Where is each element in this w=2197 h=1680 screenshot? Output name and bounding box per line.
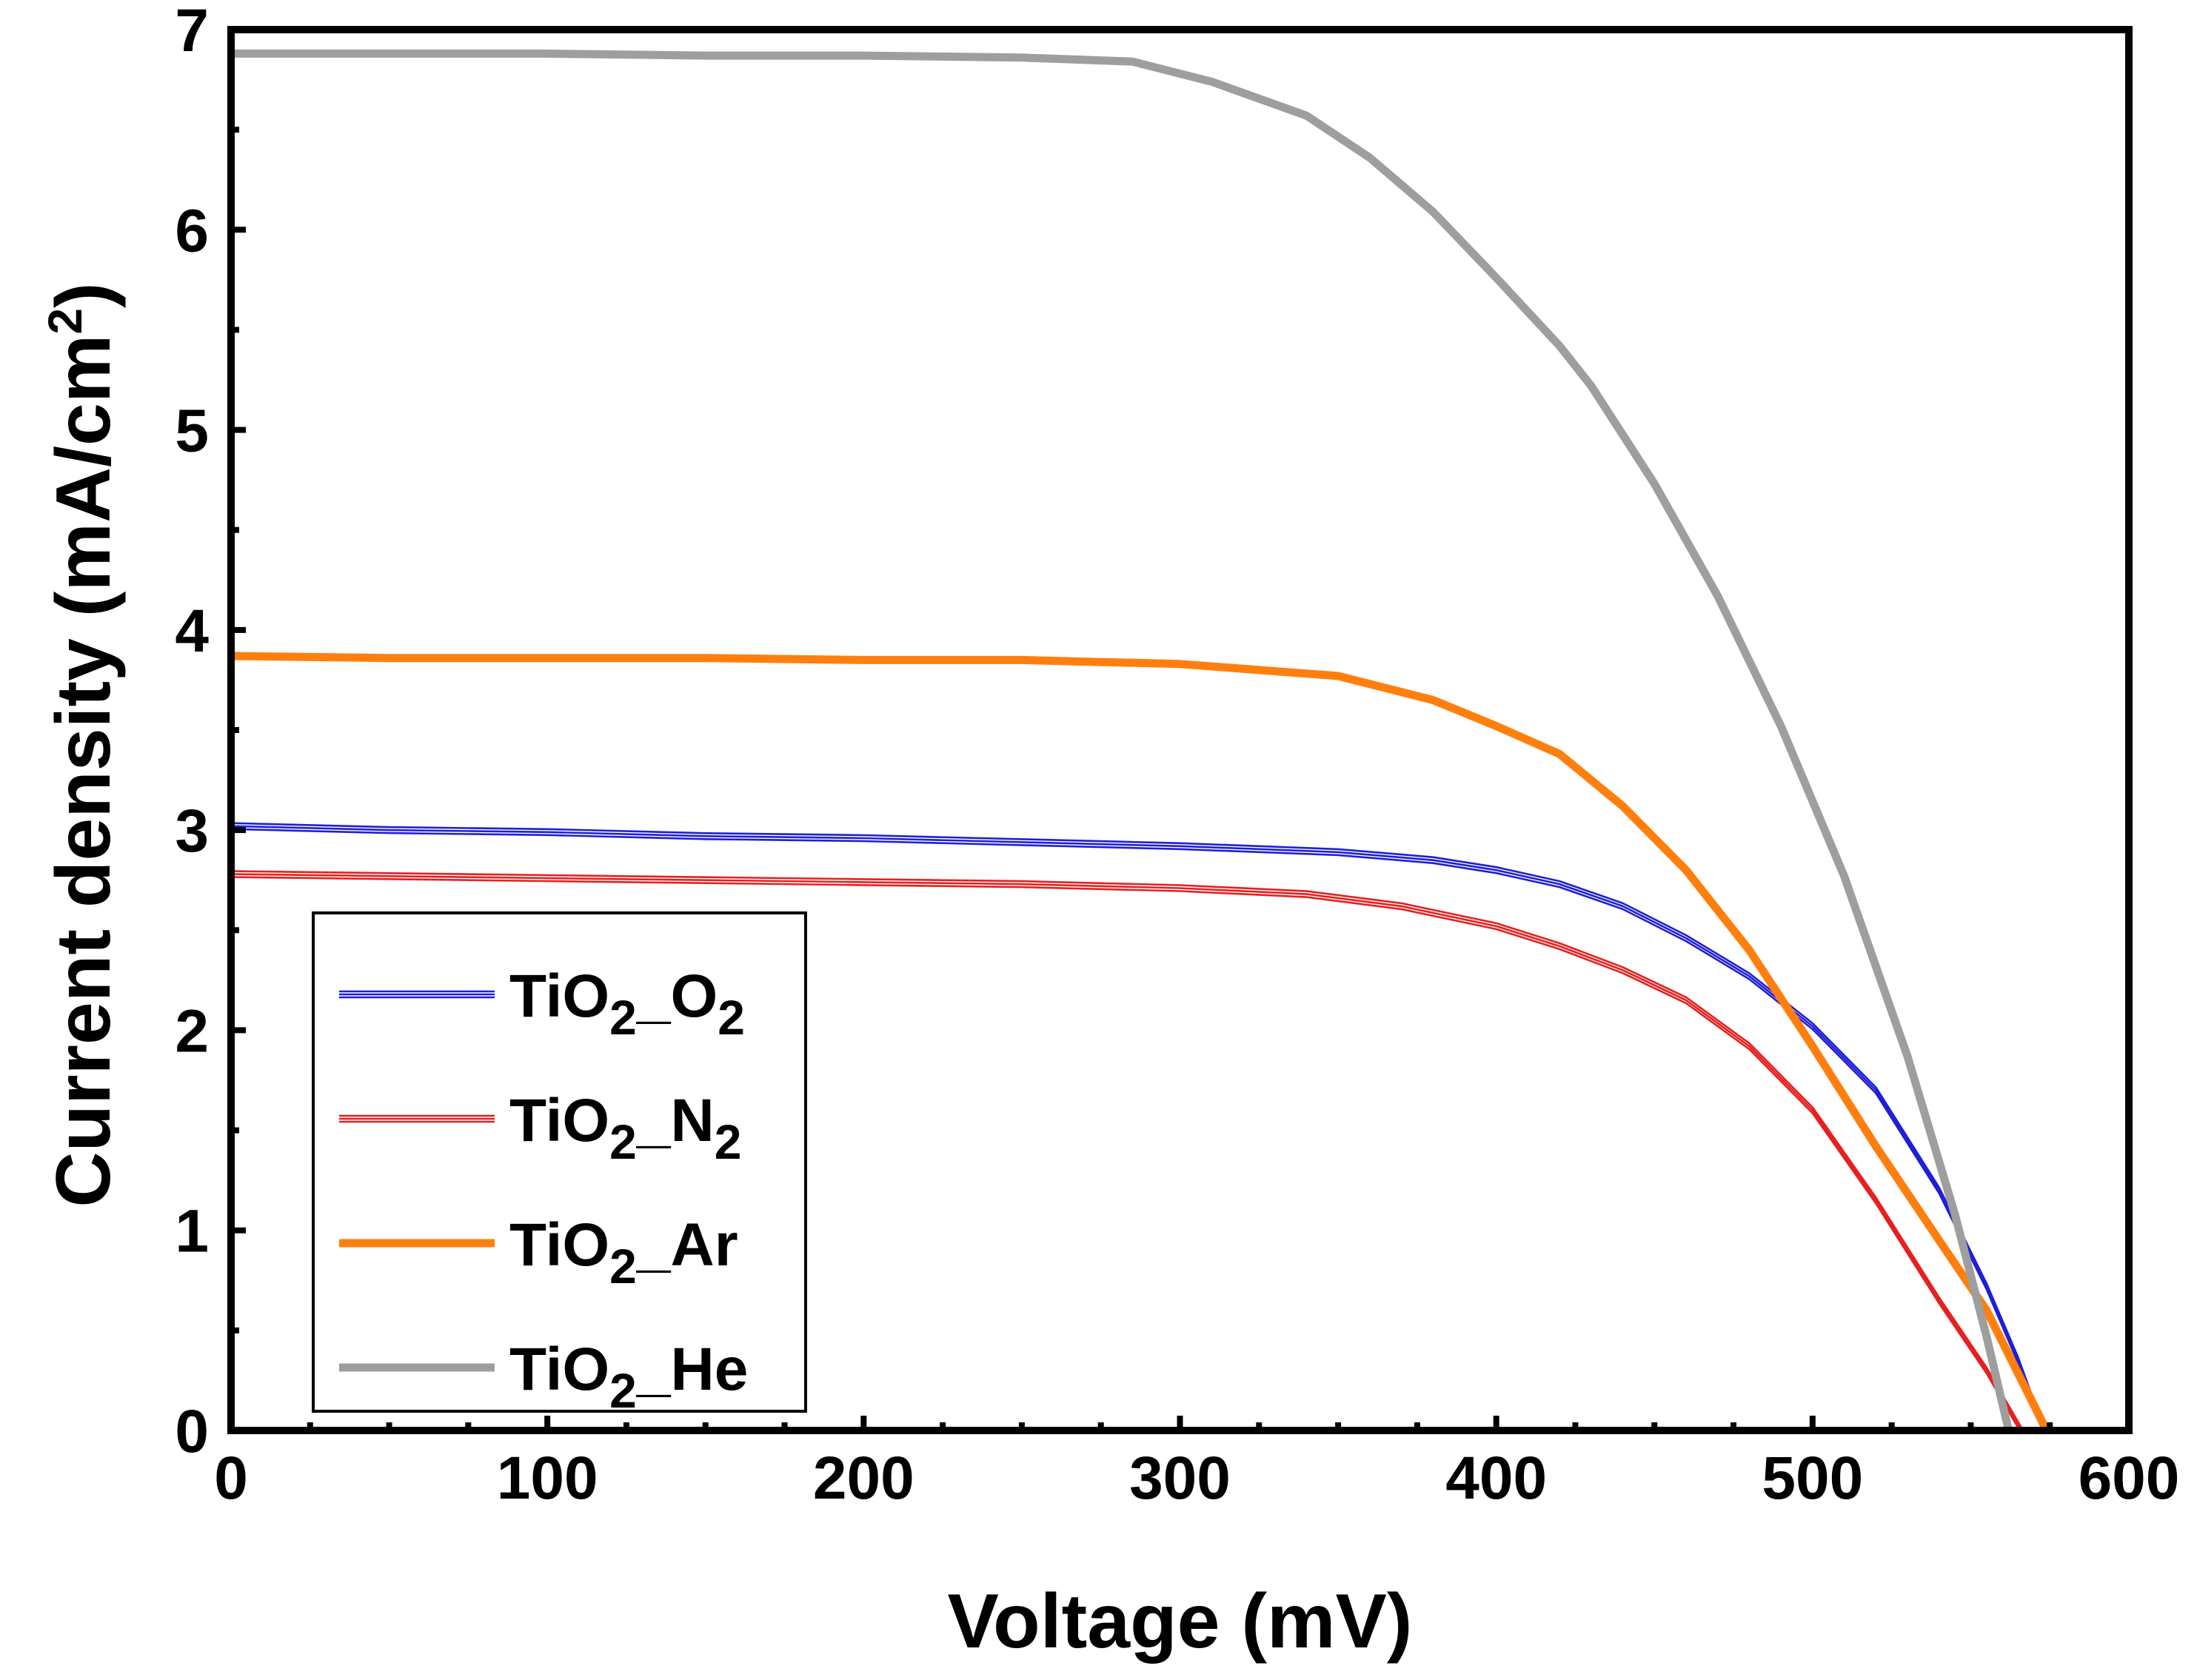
legend-label: TiO2_N2: [509, 1087, 741, 1169]
legend-item-tio2-o2: TiO2_O2: [339, 963, 745, 1045]
y-axis-title-close: ): [41, 282, 127, 308]
legend-item-tio2-n2: TiO2_N2: [339, 1087, 741, 1169]
x-tick-label: 400: [1445, 1445, 1547, 1512]
series-line-tio2-ar: [230, 652, 2050, 1433]
x-tick-label: 100: [497, 1445, 598, 1512]
legend-label-part: TiO: [509, 1087, 609, 1154]
y-tick-label: 1: [175, 1198, 209, 1265]
y-tick-label: 6: [175, 197, 209, 264]
series-line-tio2-he: [231, 49, 2013, 1432]
legend-label: TiO2_He: [509, 1336, 748, 1418]
y-tick-label: 2: [175, 997, 209, 1065]
legend-item-tio2-ar: TiO2_Ar: [339, 1211, 738, 1294]
series-line-tio2-o2-strand-0: [230, 822, 2044, 1428]
legend-item-tio2-he: TiO2_He: [339, 1336, 748, 1418]
x-tick-label: 600: [2079, 1445, 2180, 1512]
x-tick-label: 200: [813, 1445, 914, 1512]
legend-label-subscript: 2: [609, 1363, 637, 1418]
legend-label-part: _Ar: [636, 1211, 738, 1279]
legend-label-part: TiO: [509, 963, 609, 1030]
legend-label-subscript: 2: [718, 990, 745, 1045]
y-tick-label: 4: [175, 598, 209, 665]
legend-label-part: _N: [636, 1087, 715, 1154]
x-axis-title: Voltage (mV): [948, 1579, 1413, 1664]
x-tick-label: 300: [1129, 1445, 1231, 1512]
y-tick-label: 7: [175, 0, 209, 64]
legend-label-part: _He: [636, 1336, 748, 1403]
ticks-layer: 0 100 200 300 400 500 600 0 1 2 3 4 5 6 7: [175, 0, 2179, 1512]
y-axis-title-main: Current density (mA/cm: [41, 335, 127, 1208]
y-tick-label: 3: [175, 797, 209, 865]
series-line-tio2-n2-strand-1: [230, 873, 2022, 1431]
y-axis-title: Current density (mA/cm2): [39, 282, 127, 1207]
series-line-tio2-o2-strand-2: [230, 828, 2044, 1434]
legend-label: TiO2_Ar: [509, 1211, 738, 1294]
series-line-tio2-o2-strand-1: [230, 825, 2044, 1431]
x-tick-label: 0: [214, 1445, 248, 1512]
legend-label-subscript: 2: [609, 990, 637, 1045]
legend-box: [312, 911, 807, 1413]
series-line-tio2-n2-strand-0: [230, 870, 2022, 1428]
legend-label: TiO2_O2: [509, 963, 745, 1045]
legend-label-part: TiO: [509, 1211, 609, 1279]
y-tick-label: 0: [175, 1398, 209, 1465]
legend-label-part: _O: [636, 963, 718, 1030]
legend-label-subscript: 2: [715, 1114, 742, 1169]
y-axis-title-superscript: 2: [39, 308, 92, 335]
legend-label-subscript: 2: [609, 1114, 637, 1169]
series-layer: [230, 49, 2050, 1434]
x-tick-label: 500: [1762, 1445, 1863, 1512]
series-line-tio2-n2-strand-2: [230, 876, 2022, 1434]
y-tick-label: 5: [175, 398, 209, 465]
legend-label-part: TiO: [509, 1336, 609, 1403]
legend-label-subscript: 2: [609, 1239, 637, 1294]
plot-frame: [227, 26, 2133, 1434]
